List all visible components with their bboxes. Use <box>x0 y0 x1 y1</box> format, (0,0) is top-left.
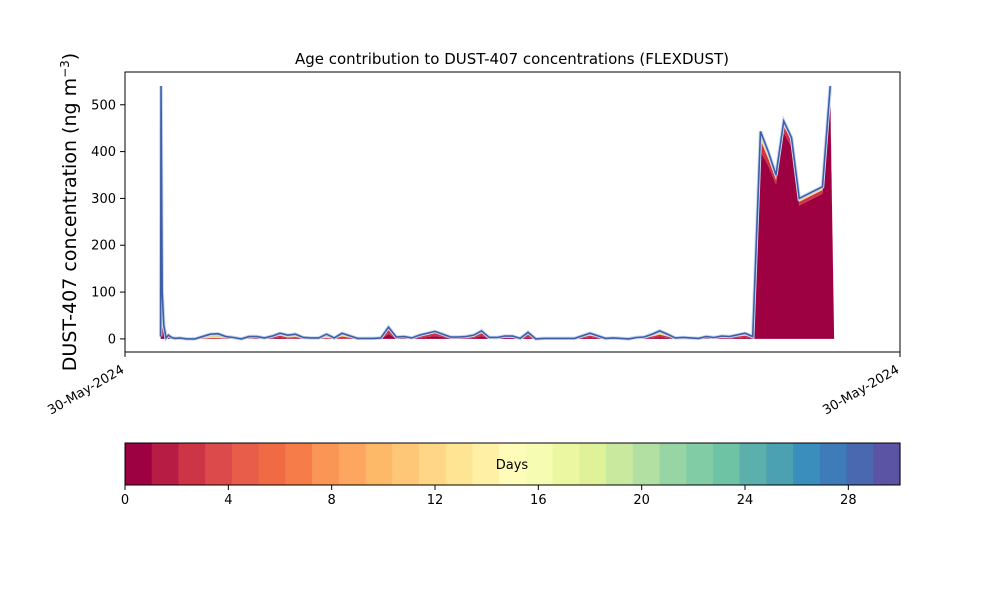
x-tick-label: 30-May-2024 <box>820 362 902 418</box>
colorbar-tick-label: 20 <box>633 493 650 508</box>
colorbar: 0 4 8 12 16 20 24 28 Days <box>121 442 901 508</box>
colorbar-tick-label: 28 <box>840 493 857 508</box>
colorbar-cell <box>365 443 393 485</box>
colorbar-tick-label: 8 <box>328 493 336 508</box>
colorbar-tick-label: 16 <box>530 493 547 508</box>
colorbar-tick-label: 0 <box>121 493 129 508</box>
colorbar-tick-label: 12 <box>427 493 444 508</box>
colorbar-cell <box>392 443 420 485</box>
y-tick-label: 100 <box>91 286 116 301</box>
colorbar-cell <box>659 443 687 485</box>
colorbar-cell <box>819 443 848 485</box>
colorbar-cell <box>258 443 286 485</box>
colorbar-cell <box>418 443 447 485</box>
y-tick-label: 500 <box>91 98 116 113</box>
colorbar-cell <box>205 443 233 485</box>
total-concentration-line <box>159 85 832 340</box>
x-axis-ticks: 30-May-2024 30-May-2024 <box>45 352 902 418</box>
y-axis-ticks: 0 100 200 300 400 500 <box>91 98 125 347</box>
colorbar-frame <box>124 442 901 486</box>
colorbar-cell <box>178 443 206 485</box>
colorbar-label: Days <box>496 458 529 473</box>
colorbar-cell <box>525 443 554 485</box>
colorbar-cell <box>472 443 500 485</box>
y-axis-label: DUST-407 concentration (ng m−3) <box>58 53 81 371</box>
colorbar-cell <box>739 443 767 485</box>
colorbar-cell <box>873 443 901 485</box>
y-tick-label: 200 <box>91 239 116 254</box>
colorbar-cell <box>151 443 180 485</box>
colorbar-cell <box>686 443 714 485</box>
colorbar-cell <box>632 443 661 485</box>
chart-title: Age contribution to DUST-407 concentrati… <box>295 50 729 68</box>
colorbar-tick-label: 4 <box>224 493 232 508</box>
total-outline-halo <box>158 85 832 342</box>
plot-area: 0 100 200 300 400 500 30-May-2024 30-May-2024 <box>45 71 902 418</box>
colorbar-ticks: 0 4 8 12 16 20 24 28 <box>121 485 857 508</box>
colorbar-cell <box>766 443 794 485</box>
y-tick-label: 300 <box>91 192 116 207</box>
colorbar-cell <box>285 443 313 485</box>
y-tick-label: 0 <box>108 332 116 347</box>
x-tick-label: 30-May-2024 <box>45 362 127 418</box>
colorbar-cell <box>712 443 741 485</box>
age-area-0-days <box>160 97 871 339</box>
colorbar-cell <box>338 443 367 485</box>
colorbar-cell <box>312 443 340 485</box>
colorbar-cell <box>846 443 874 485</box>
colorbar-tick-label: 24 <box>737 493 754 508</box>
colorbar-cell <box>552 443 580 485</box>
colorbar-cell <box>579 443 607 485</box>
colorbar-cell <box>606 443 634 485</box>
y-tick-label: 400 <box>91 145 116 160</box>
colorbar-cell <box>445 443 474 485</box>
colorbar-cells <box>125 443 901 485</box>
colorbar-cell <box>231 443 260 485</box>
axes-frame <box>124 71 901 353</box>
colorbar-cell <box>125 443 153 485</box>
colorbar-cell <box>499 443 527 485</box>
colorbar-cell <box>793 443 821 485</box>
age-area-stack <box>158 85 871 342</box>
